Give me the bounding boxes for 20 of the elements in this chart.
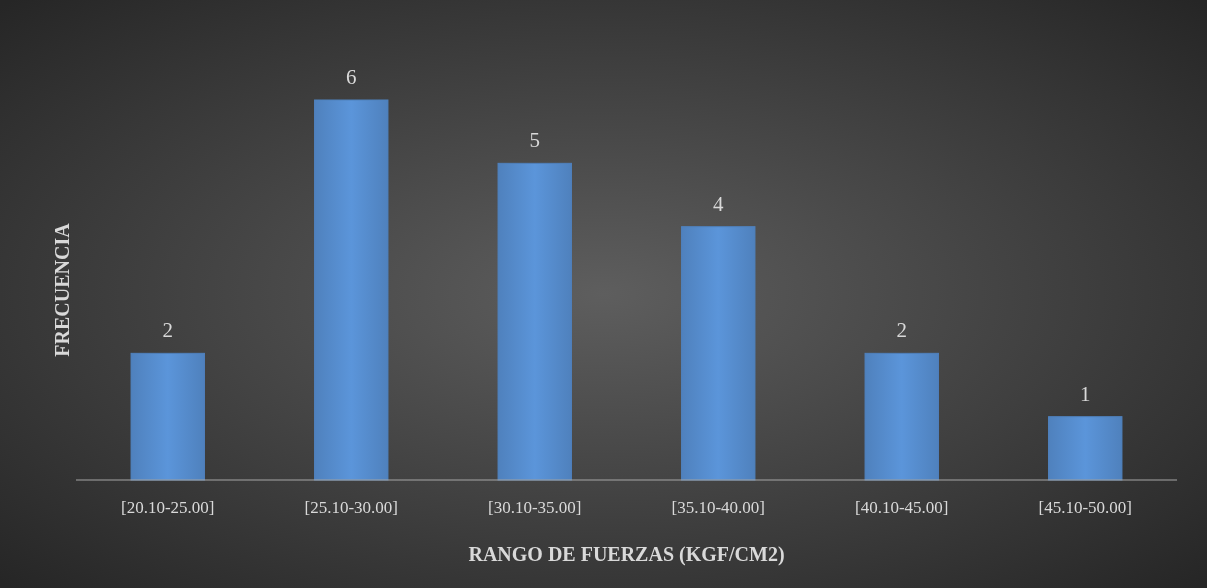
bar bbox=[864, 352, 939, 481]
bar bbox=[130, 352, 205, 481]
x-tick-label: [45.10-50.00] bbox=[1038, 498, 1132, 517]
x-axis-title: RANGO DE FUERZAS (KGF/CM2) bbox=[468, 543, 785, 566]
bar bbox=[1048, 416, 1123, 481]
bar bbox=[681, 226, 756, 481]
bar bbox=[497, 162, 572, 481]
x-tick-label: [35.10-40.00] bbox=[671, 498, 765, 517]
x-tick-label: [25.10-30.00] bbox=[304, 498, 398, 517]
y-axis-title: FRECUENCIA bbox=[51, 222, 73, 357]
data-label: 2 bbox=[162, 318, 173, 343]
x-tick-label: [40.10-45.00] bbox=[855, 498, 949, 517]
data-label: 4 bbox=[713, 191, 724, 216]
data-label: 5 bbox=[529, 128, 540, 153]
data-label: 6 bbox=[346, 65, 357, 89]
data-label: 2 bbox=[896, 318, 907, 343]
data-label: 1 bbox=[1080, 381, 1091, 406]
x-tick-label: [30.10-35.00] bbox=[488, 498, 582, 517]
bar bbox=[314, 99, 389, 481]
x-tick-label: [20.10-25.00] bbox=[121, 498, 215, 517]
